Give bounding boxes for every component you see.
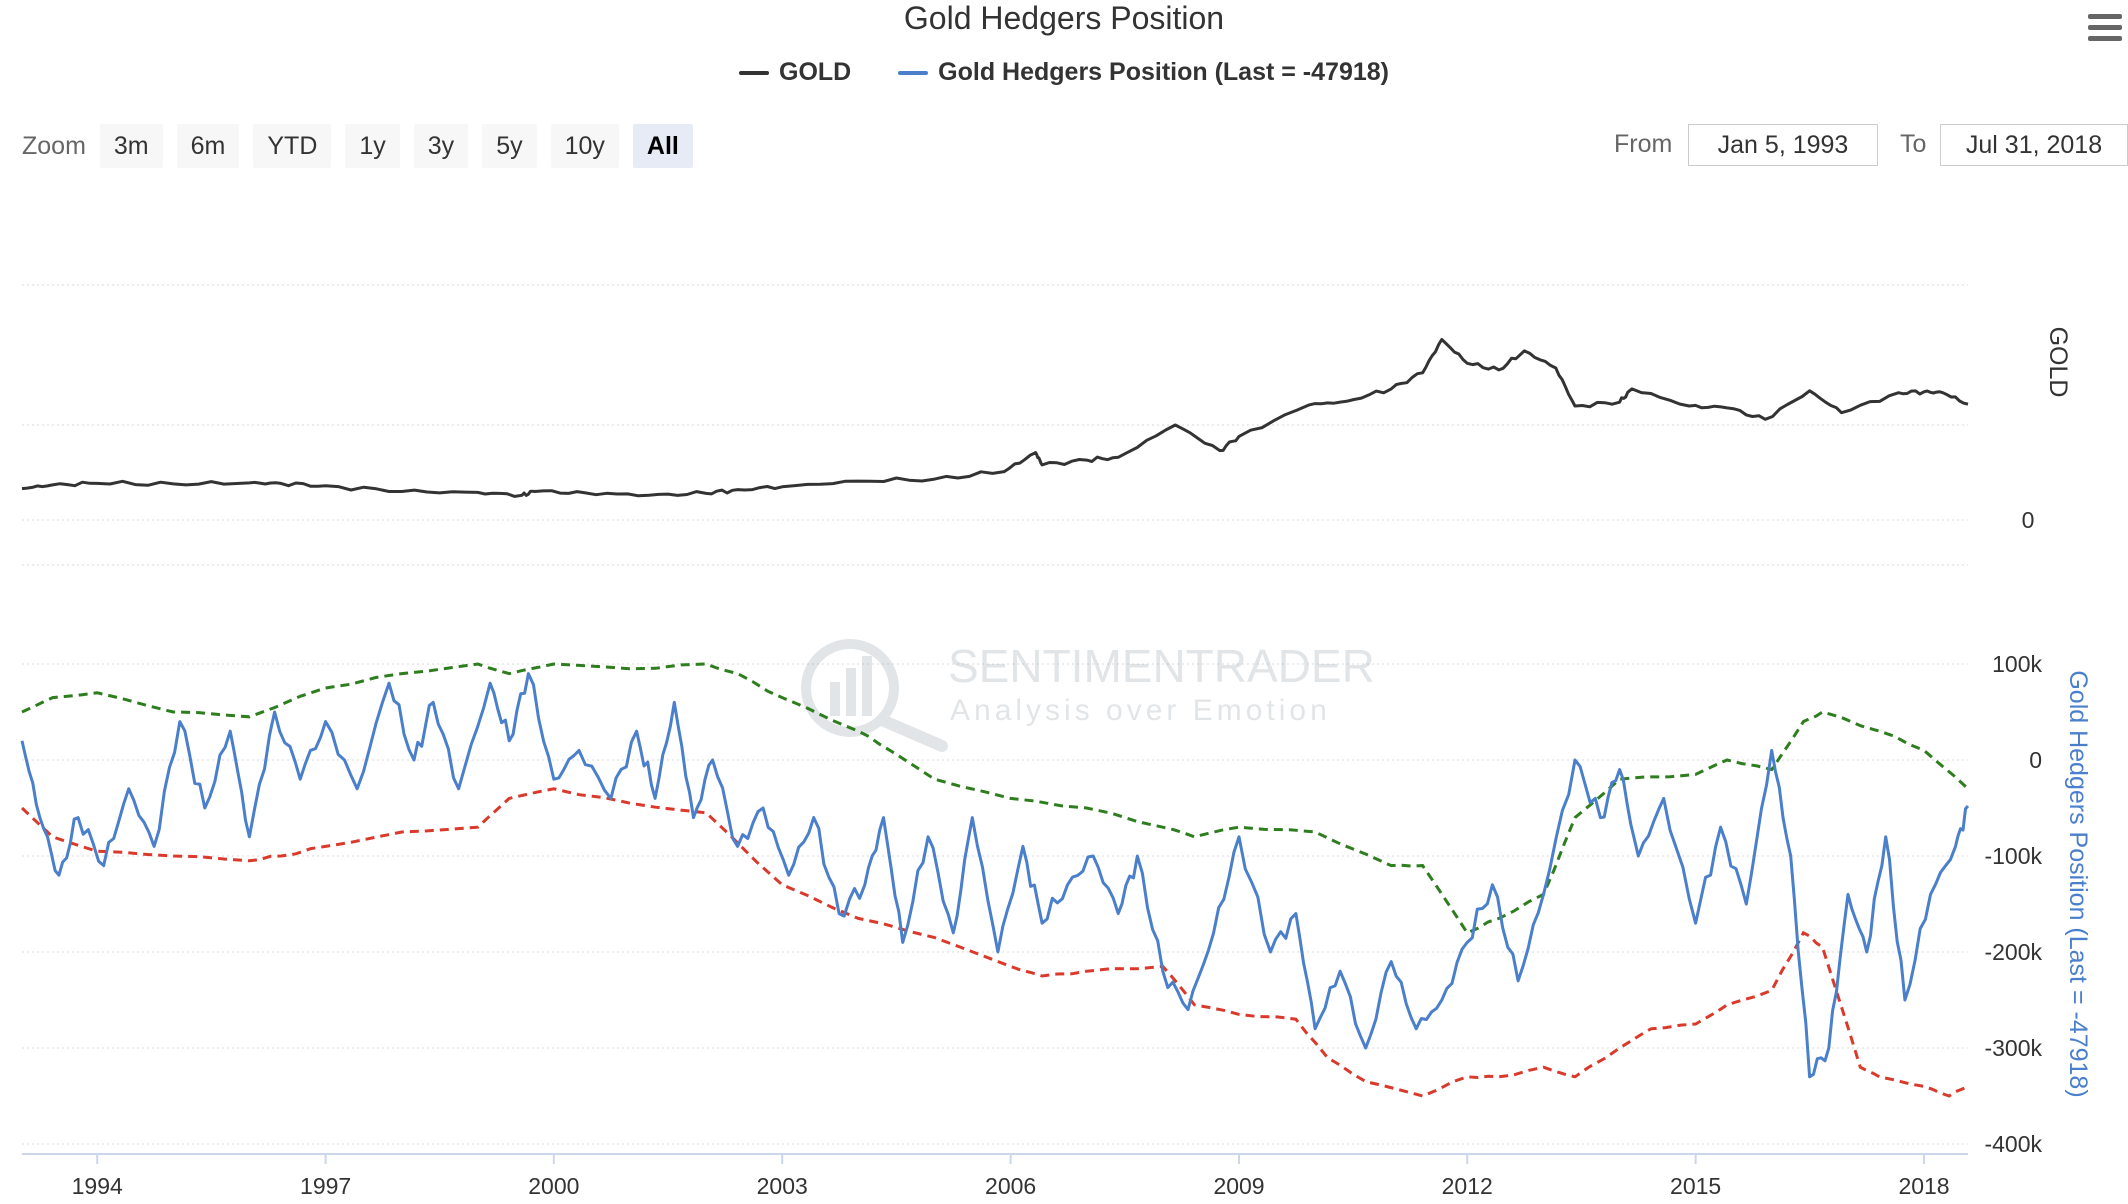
- zoom-bar: Zoom 3m 6m YTD 1y 3y 5y 10y All: [22, 124, 707, 168]
- x-tick-label: 1997: [300, 1173, 351, 1199]
- x-tick-label: 2015: [1670, 1173, 1721, 1199]
- chart-area: SENTIMENTRADER Analysis over Emotion 199…: [20, 284, 2092, 1199]
- watermark-bar-icon: [830, 682, 840, 716]
- gold-axis: 0 GOLD: [2022, 327, 2072, 533]
- x-tick-label: 2003: [757, 1173, 808, 1199]
- zoom-button-all[interactable]: All: [632, 124, 693, 168]
- from-date-input[interactable]: [1688, 124, 1878, 166]
- watermark-magnifier-handle: [876, 714, 948, 752]
- hedgers-y-tick-label: 100k: [1992, 651, 2042, 677]
- zoom-label: Zoom: [22, 131, 86, 160]
- zoom-button-ytd[interactable]: YTD: [253, 124, 332, 168]
- watermark-magnifier-icon: [801, 639, 899, 737]
- hedgers-y-tick-label: -200k: [1984, 939, 2042, 965]
- grid: [22, 284, 1968, 1155]
- hedgers-axis: 100k 0 -100k -200k -300k -400k Gold Hedgers Po…: [1984, 651, 2092, 1157]
- hedgers-y-tick-label: 0: [2029, 747, 2042, 773]
- legend-swatch-gold: [739, 71, 769, 76]
- lower-band-line: [20, 787, 1969, 1098]
- x-tick-label: 2009: [1213, 1173, 1264, 1199]
- watermark-bar-icon: [846, 668, 856, 716]
- menu-bar-icon: [2088, 25, 2122, 30]
- zoom-button-10y[interactable]: 10y: [550, 124, 619, 168]
- zoom-button-3y[interactable]: 3y: [413, 124, 469, 168]
- x-tick-label: 2006: [985, 1173, 1036, 1199]
- zoom-button-1y[interactable]: 1y: [345, 124, 400, 168]
- legend-label-hedgers: Gold Hedgers Position (Last = -47918): [938, 58, 1389, 86]
- zoom-button-6m[interactable]: 6m: [176, 124, 240, 168]
- upper-band-line: [21, 662, 1970, 935]
- hedgers-axis-title: Gold Hedgers Position (Last = -47918): [2064, 670, 2092, 1097]
- watermark-tagline: Analysis over Emotion: [950, 694, 1331, 727]
- hamburger-menu-icon[interactable]: [2088, 14, 2122, 44]
- menu-bar-icon: [2088, 36, 2122, 41]
- to-label: To: [1900, 130, 1927, 158]
- to-date-input[interactable]: [1940, 124, 2128, 166]
- zoom-button-3m[interactable]: 3m: [99, 124, 163, 168]
- legend-swatch-hedgers: [898, 71, 929, 76]
- legend: GOLD Gold Hedgers Position (Last = -4791…: [0, 58, 2128, 87]
- x-tick-label: 2000: [528, 1173, 579, 1199]
- gold-y-tick-label: 0: [2022, 507, 2035, 533]
- legend-item-hedgers[interactable]: Gold Hedgers Position (Last = -47918): [898, 58, 1389, 87]
- zoom-button-5y[interactable]: 5y: [482, 124, 537, 168]
- hedgers-series-line: [20, 672, 1970, 1079]
- hedgers-y-tick-label: -300k: [1984, 1035, 2042, 1061]
- watermark-bar-icon: [862, 656, 872, 716]
- x-tick-label: 2012: [1442, 1173, 1493, 1199]
- hedgers-y-tick-label: -400k: [1984, 1131, 2042, 1157]
- from-label: From: [1614, 130, 1673, 158]
- gold-axis-title: GOLD: [2044, 327, 2072, 398]
- watermark-brand: SENTIMENTRADER: [948, 640, 1375, 692]
- gold-series-line: [21, 338, 1969, 498]
- hedgers-y-tick-label: -100k: [1984, 843, 2042, 869]
- x-tick-label: 1994: [72, 1173, 123, 1199]
- x-tick-label: 2018: [1898, 1173, 1949, 1199]
- chart-title: Gold Hedgers Position: [903, 0, 1225, 36]
- menu-bar-icon: [2088, 14, 2122, 19]
- legend-label-gold: GOLD: [779, 58, 852, 86]
- watermark: SENTIMENTRADER Analysis over Emotion: [801, 639, 1375, 752]
- x-axis-labels: 1994 1997 2000 2003 2006 2009 2012 2015 2018: [72, 1154, 1950, 1199]
- legend-item-gold[interactable]: GOLD: [739, 58, 851, 87]
